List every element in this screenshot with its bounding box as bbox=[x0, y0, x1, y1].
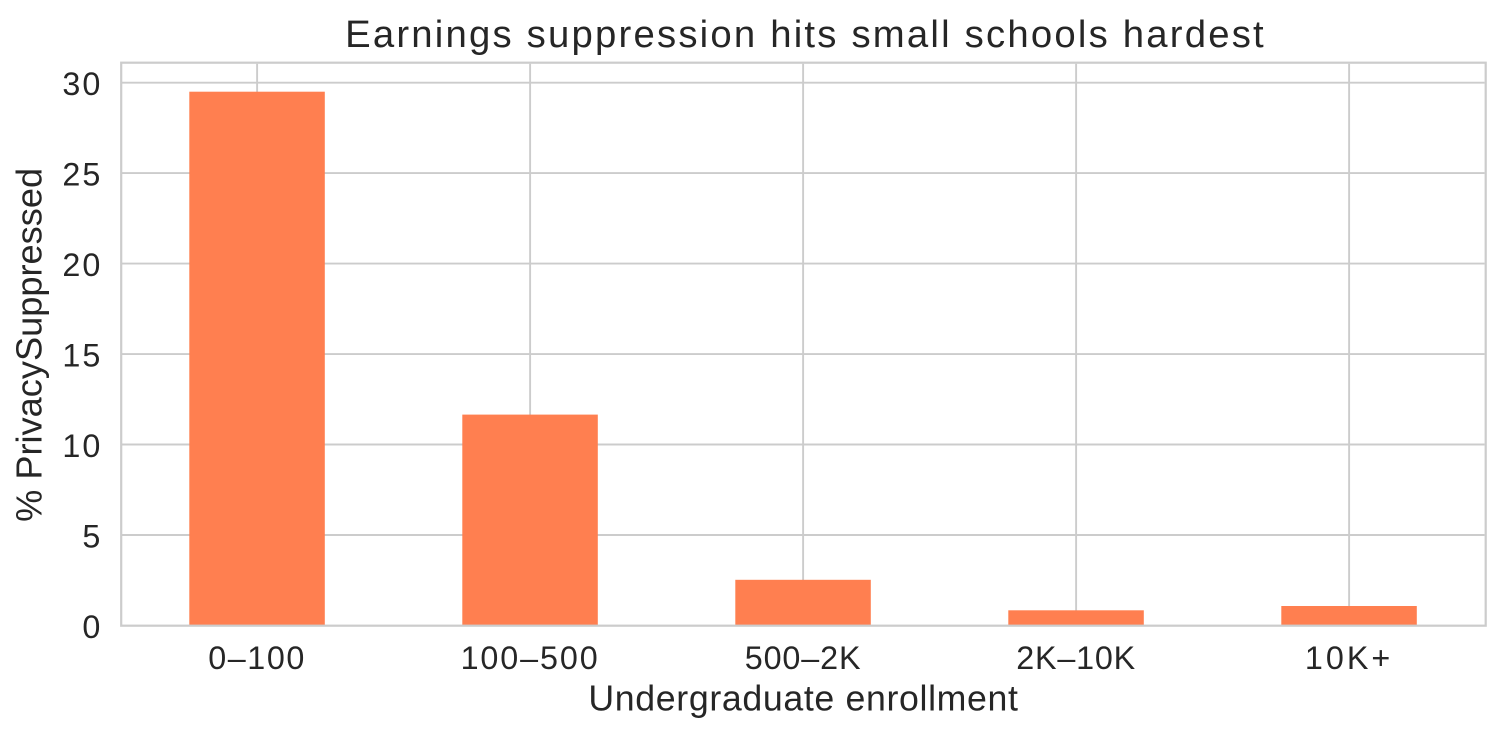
svg-text:25: 25 bbox=[62, 157, 102, 193]
svg-text:30: 30 bbox=[62, 66, 102, 102]
svg-text:15: 15 bbox=[62, 338, 102, 374]
svg-text:% PrivacySuppressed: % PrivacySuppressed bbox=[8, 168, 49, 522]
svg-text:0–100: 0–100 bbox=[208, 640, 306, 676]
svg-text:Earnings suppression hits smal: Earnings suppression hits small schools … bbox=[345, 13, 1266, 56]
svg-text:100–500: 100–500 bbox=[461, 640, 600, 676]
svg-text:500–2K: 500–2K bbox=[745, 640, 862, 676]
svg-text:20: 20 bbox=[62, 247, 102, 283]
svg-text:5: 5 bbox=[82, 518, 102, 554]
svg-text:0: 0 bbox=[82, 609, 102, 645]
svg-text:Undergraduate enrollment: Undergraduate enrollment bbox=[588, 679, 1018, 719]
svg-text:2K–10K: 2K–10K bbox=[1016, 640, 1136, 676]
svg-text:10: 10 bbox=[62, 428, 102, 464]
svg-text:10K+: 10K+ bbox=[1305, 640, 1393, 676]
